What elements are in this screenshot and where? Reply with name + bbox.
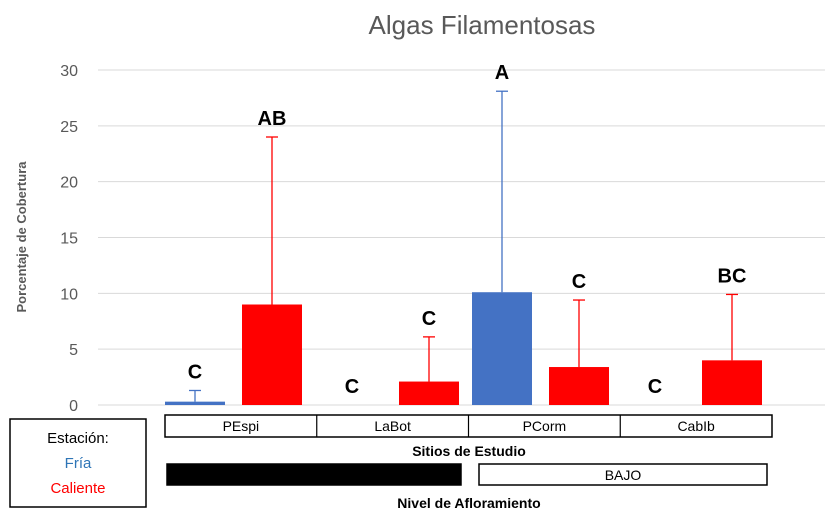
upwelling-axis-label: Nivel de Afloramiento <box>397 495 540 511</box>
significance-letter: C <box>422 308 436 330</box>
bar <box>399 381 459 405</box>
legend-box <box>9 418 147 508</box>
bar <box>549 367 609 405</box>
y-tick-label: 0 <box>69 398 78 415</box>
site-axis: PEspi LaBot PCorm CabIb <box>164 414 773 438</box>
significance-letter: C <box>345 376 359 398</box>
bar <box>472 292 532 405</box>
significance-letter: BC <box>718 265 747 287</box>
significance-letter: C <box>188 361 202 383</box>
legend-title: Estación: <box>47 430 109 447</box>
y-tick-label: 10 <box>60 286 78 303</box>
bar <box>165 401 225 405</box>
bar <box>702 360 762 405</box>
group-box-alto <box>166 463 462 486</box>
significance-letter: A <box>495 62 509 84</box>
chart-title: Algas Filamentosas <box>369 10 596 40</box>
significance-letter: AB <box>258 108 287 130</box>
group-label-bajo: BAJO <box>605 467 642 483</box>
y-tick-label: 25 <box>60 119 78 136</box>
significance-letter: C <box>572 271 586 293</box>
significance-letter: C <box>648 376 662 398</box>
legend-item-caliente: Caliente <box>50 480 105 497</box>
site-label-labot: LaBot <box>374 418 411 434</box>
bar <box>242 304 302 405</box>
legend: Estación: Fría Caliente <box>9 418 147 508</box>
site-label-pcorm: PCorm <box>523 418 567 434</box>
bars: C AB C C A C C BC <box>165 62 762 405</box>
y-tick-label: 20 <box>60 175 78 192</box>
y-tick-label: 15 <box>60 231 78 248</box>
y-tick-label: 5 <box>69 342 78 359</box>
group-label-alto: ALTO <box>296 467 331 483</box>
y-tick-label: 30 <box>60 63 78 80</box>
upwelling-groups: ALTO BAJO <box>166 463 768 486</box>
legend-item-fria: Fría <box>65 455 92 472</box>
y-axis-label: Porcentaje de Cobertura <box>14 161 29 313</box>
group-box-bajo <box>478 463 768 486</box>
grid: 0 5 10 15 20 25 30 <box>60 63 825 415</box>
x-axis-label: Sitios de Estudio <box>412 443 526 459</box>
site-label-cabib: CabIb <box>677 418 715 434</box>
site-label-pespi: PEspi <box>223 418 260 434</box>
